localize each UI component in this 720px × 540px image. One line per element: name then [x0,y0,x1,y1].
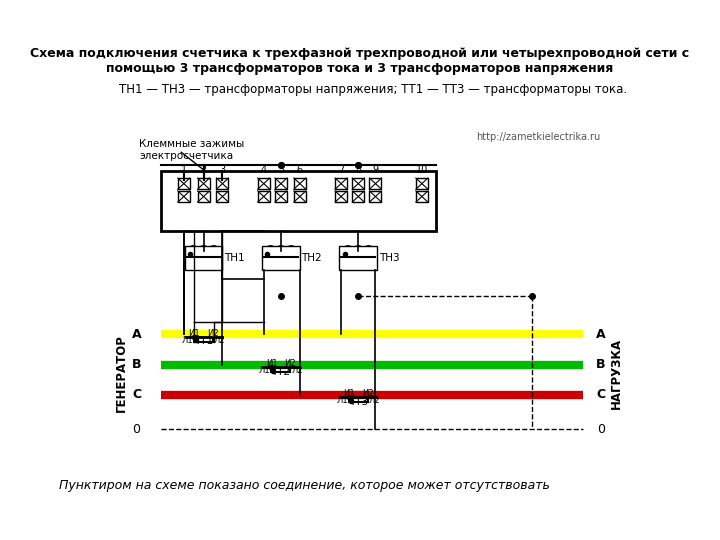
Text: А: А [132,328,141,341]
Bar [197,191,210,202]
Text: Л2: Л2 [214,336,225,345]
Bar [348,392,368,402]
Text: НАГРУЗКА: НАГРУЗКА [610,338,623,409]
Bar [416,191,428,202]
Text: ТН2: ТН2 [302,253,322,263]
Text: 0: 0 [132,422,140,436]
Bar [194,332,213,342]
Text: Л1: Л1 [258,366,271,375]
Text: 4: 4 [261,165,267,176]
Text: И2: И2 [284,360,296,368]
Bar [262,246,300,270]
Bar [294,191,306,202]
Bar [369,191,382,202]
Bar [275,191,287,202]
Text: Пунктиром на схеме показано соединение, которое может отсутствовать: Пунктиром на схеме показано соединение, … [59,479,550,492]
Bar [416,178,428,189]
Bar [197,178,210,189]
Text: А: А [596,328,606,341]
Text: ГЕНЕРАТОР: ГЕНЕРАТОР [114,334,127,412]
Bar [352,178,364,189]
Text: ТН3: ТН3 [379,253,400,263]
Text: http://zametkielectrika.ru: http://zametkielectrika.ru [477,132,600,143]
Text: С: С [132,388,141,401]
Text: Л2: Л2 [369,396,380,405]
Bar [178,178,190,189]
Bar [275,178,287,189]
Text: 3: 3 [220,165,225,176]
Bar [369,178,382,189]
Text: И2: И2 [362,389,374,399]
Text: В: В [596,358,606,371]
Text: В: В [132,358,141,371]
Text: И2: И2 [207,329,219,338]
Text: 9: 9 [372,165,379,176]
Text: 0: 0 [597,422,605,436]
Text: 6: 6 [297,165,303,176]
Text: Схема подключения счетчика к трехфазной трехпроводной или четырехпроводной сети : Схема подключения счетчика к трехфазной … [30,46,690,75]
Bar [271,362,290,372]
Text: 8: 8 [355,165,361,176]
Text: И1: И1 [343,389,355,399]
Bar [335,191,347,202]
Text: Клеммные зажимы
электросчетчика: Клеммные зажимы электросчетчика [139,139,244,161]
Text: Л1: Л1 [181,336,193,345]
Bar [258,191,270,202]
Bar [258,178,270,189]
Text: 7: 7 [338,165,344,176]
Text: ТН1 — ТН3 — трансформаторы напряжения; ТТ1 — ТТ3 — трансформаторы тока.: ТН1 — ТН3 — трансформаторы напряжения; Т… [120,83,627,96]
Bar [161,171,436,231]
Text: 5: 5 [278,165,284,176]
Text: Л1: Л1 [336,396,348,405]
Bar [217,191,228,202]
Bar [217,178,228,189]
Text: ТТ1: ТТ1 [194,336,213,347]
Text: Л2: Л2 [292,366,303,375]
Text: ТТ3: ТТ3 [348,397,368,407]
Bar [335,178,347,189]
Text: ТТ2: ТТ2 [271,367,290,376]
Text: И1: И1 [189,329,200,338]
Bar [294,178,306,189]
Text: 10: 10 [415,165,428,176]
Text: 2: 2 [200,165,207,176]
Bar [184,246,222,270]
Bar [178,191,190,202]
Bar [339,246,377,270]
Text: И1: И1 [266,360,277,368]
Text: 1: 1 [181,165,187,176]
Text: ТН1: ТН1 [224,253,245,263]
Bar [352,191,364,202]
Text: С: С [596,388,606,401]
